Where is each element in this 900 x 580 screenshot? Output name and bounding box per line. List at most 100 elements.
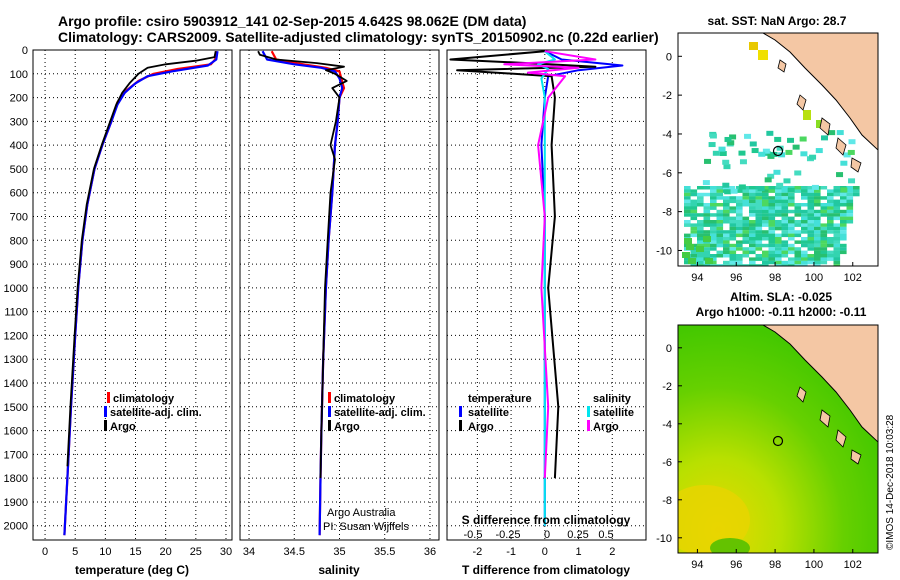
sst-cell [853,192,860,197]
sst-cell [742,233,750,238]
depth-tick-label: 2000 [4,521,28,533]
sst-cell [788,237,795,241]
sst-cell [807,192,815,197]
header-line1: Argo profile: csiro 5903912_141 02-Sep-2… [58,13,526,29]
sst-cell [736,213,743,217]
sst-cell [814,260,821,265]
credit-argo-australia: Argo Australia [327,507,396,519]
sst-cell [716,243,724,248]
sst-cell [794,220,802,224]
sst-cell [755,192,763,197]
sst-cell [781,243,789,248]
sst-cell [709,133,717,139]
sst-cell [749,186,756,190]
sst-cell [710,243,717,248]
sst-cell [788,220,795,224]
sst-cell [809,154,817,160]
sst-cell [684,203,691,207]
sst-cell [775,199,782,204]
legend-title-temperature: temperature [468,393,532,405]
sst-cell [690,230,698,234]
sst-cell [730,188,738,194]
sst-cell [781,189,789,193]
sst-cell [827,254,834,258]
sst-cell [708,142,716,148]
island [850,157,862,173]
sst-cell [788,233,795,238]
salinity-series [257,50,348,536]
sst-cell [833,203,841,207]
legend-label-satellite: satellite-adj. clim. [110,407,202,419]
x-tick-label: 5 [72,546,78,558]
sst-cell [755,226,763,231]
sst-cell [788,192,795,197]
sst-cell [749,199,756,204]
sst-cell [775,213,782,217]
sst-cell [710,213,717,217]
sst-cell [814,240,821,244]
sst-cell [820,213,828,217]
sst-cell [749,250,756,255]
sst-cell [723,264,730,266]
sst-cell [788,209,795,214]
sst-cell [827,226,834,231]
sst-cell [757,186,765,192]
sst-cell [762,189,769,193]
sst-cell [723,209,730,214]
sst-cell [736,247,743,251]
sst-cell [827,192,834,197]
legend-swatch-argo [104,420,107,431]
sst-cell [833,254,841,258]
sst-cell [814,254,821,258]
sst-cell [794,209,802,214]
top-x-tick-label: 0.25 [567,529,588,541]
sst-cell [697,260,704,265]
sst-cell [716,213,724,217]
sla-map-title-1: Altim. SLA: -0.025 [730,290,832,304]
sst-cell [801,192,808,197]
sst-cell [749,226,756,231]
sst-cell [781,196,789,200]
sst-cell [749,192,756,197]
legend-swatch-climatology [328,392,331,403]
sst-cell [729,250,737,255]
sst-cell [853,189,860,193]
sst-cell [775,192,782,197]
sst-cell [703,209,711,214]
legend-swatch-s-satellite [587,406,590,417]
difference-grid: -2 -1 0 1 2 [447,49,646,558]
sst-cell [840,196,847,200]
map-y-tick-label: -6 [662,168,672,180]
sst-cell [762,199,769,204]
x-tick-label: 2 [609,546,615,558]
sst-cell [814,230,821,234]
island [850,449,862,465]
sst-cell [749,233,756,238]
sst-cell [690,226,698,231]
sst-cell [727,140,735,146]
sst-cell [697,196,704,200]
sst-cell [729,216,737,221]
x-tick-label: 35 [333,546,345,558]
sst-cell [684,223,691,227]
map-y-tick-label: -4 [662,129,672,141]
legend-label-t-satellite: satellite [468,407,509,419]
sst-cell [788,223,795,227]
sst-cell [781,226,789,231]
sst-cell [697,230,704,234]
sst-cell [716,223,724,227]
sst-cell [723,220,730,224]
depth-tick-label: 200 [10,93,28,105]
sst-cell [723,206,730,210]
sst-cell [697,237,704,241]
sst-cell [775,189,782,193]
sst-cell [781,186,789,190]
x-tick-label: 34.5 [284,546,305,558]
sst-cell [820,260,828,265]
map-x-tick-label: 94 [691,272,703,284]
sst-map-ticks: 94 96 98 100 102 0 -2 -4 -6 -8 -10 [656,51,862,284]
sst-cell [827,220,834,224]
sst-cell [827,199,834,204]
difference-legend-salinity: salinity satellite Argo [587,393,634,433]
sst-cell [827,189,834,193]
